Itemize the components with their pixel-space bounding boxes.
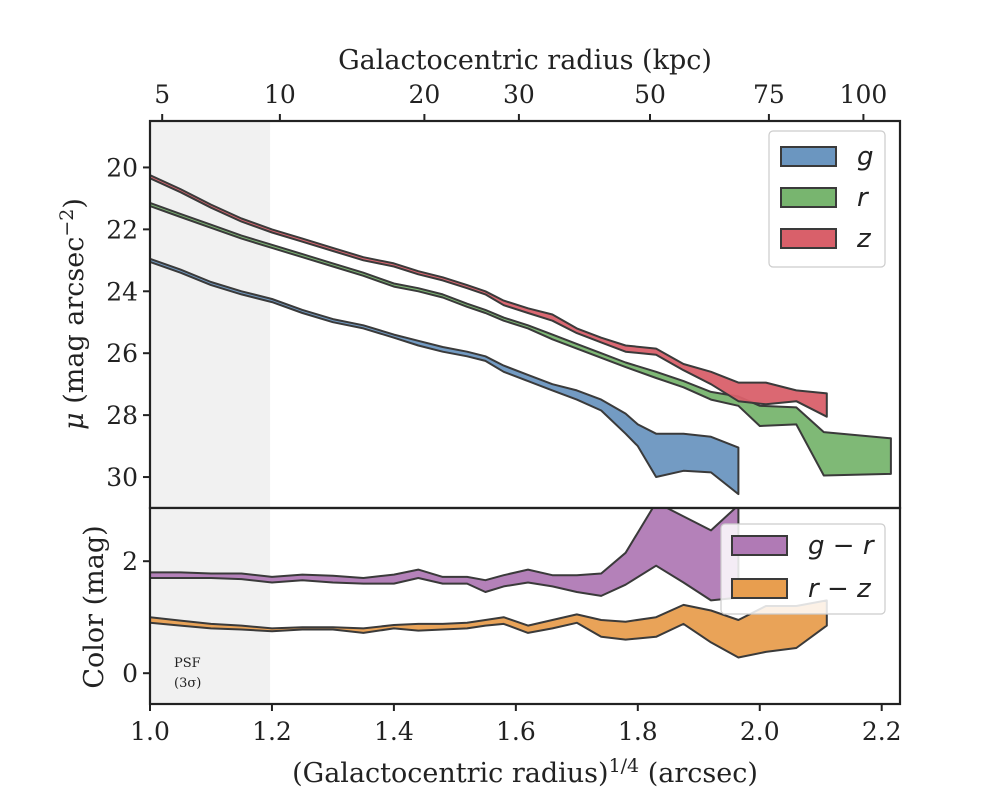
legend-label-g: g [857,142,874,172]
color-frame [148,506,902,706]
psf-note-line2: (3σ) [174,676,201,691]
legend-label-r: r [857,183,870,213]
sb-psf-region [150,121,271,508]
legend-label-g-r: g − r [808,531,876,561]
sb-legend: g r z [768,130,886,268]
legend-swatch-g-r [731,535,788,556]
color-ytick-label: 0 [122,659,138,688]
sb-y-axis-title: μ (mag arcsec−2) [56,198,90,430]
sb-top-tick-label: 5 [154,80,170,109]
sb-top-axis-title: Galactocentric radius (kpc) [338,45,712,76]
legend-swatch-r [780,187,837,208]
sb-top-tick-label: 100 [840,80,888,109]
color-legend: g − r r − z [720,523,886,615]
legend-swatch-z [780,228,837,249]
sb-ytick-label: 28 [106,401,138,430]
color-xtick-label: 2.2 [862,717,902,746]
color-xtick-label: 1.0 [130,717,170,746]
color-panel: 0 2 1.0 1.2 1.4 1.6 1.8 2.0 2.2 PSF (3σ) Color … [79,506,902,789]
sb-band-z [150,174,828,418]
legend-label-r-z: r − z [808,574,872,604]
color-xtick-label: 1.6 [496,717,536,746]
sb-ytick-label: 20 [106,153,138,182]
color-psf-region [150,508,271,704]
sb-top-tick-label: 10 [264,80,296,109]
sb-top-tick-label: 50 [634,80,666,109]
legend-swatch-g [780,146,837,167]
sb-ytick-label: 24 [106,277,138,306]
color-ytick-label: 2 [122,547,138,576]
color-x-axis-title: (Galactocentric radius)1/4 (arcsec) [292,755,758,789]
color-y-axis-title: Color (mag) [79,525,110,688]
color-xtick-label: 1.8 [618,717,658,746]
color-xtick-label: 1.2 [252,717,292,746]
sb-top-tick-label: 75 [753,80,785,109]
color-xtick-label: 1.4 [374,717,414,746]
sb-top-tick-label: 20 [408,80,440,109]
legend-swatch-r-z [731,578,788,599]
legend-label-z: z [856,224,872,254]
color-xtick-label: 2.0 [740,717,780,746]
sb-band-g [150,257,740,496]
sb-ytick-label: 30 [106,463,138,492]
sb-band-r [150,202,892,477]
psf-note-line1: PSF [174,656,201,671]
sb-panel: 20 22 24 26 28 30 5 10 20 30 50 75 100 Galactocentr… [56,45,902,510]
color-band-rz [150,599,828,659]
sb-top-tick-label: 30 [503,80,535,109]
sb-ytick-label: 26 [106,339,138,368]
sb-ytick-label: 22 [106,215,138,244]
